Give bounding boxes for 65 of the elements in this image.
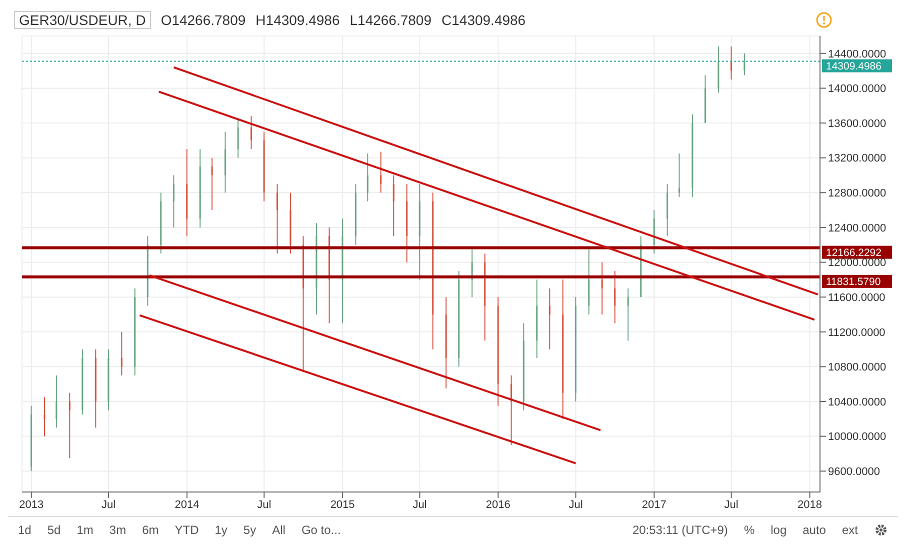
text: 1d (18, 523, 32, 537)
candlestick (730, 46, 732, 80)
candlestick (601, 262, 603, 315)
y-tick-label: 13600.0000 (828, 118, 886, 130)
ref-line-label: 12166.2292 (826, 246, 882, 259)
text: % (744, 523, 755, 537)
text: 1m (76, 523, 94, 537)
y-tick-label: 14000.0000 (828, 83, 886, 96)
x-tick-label: 2013 (19, 498, 44, 511)
text: YTD (174, 523, 199, 537)
candlestick (68, 392, 70, 459)
x-tick-label: 2017 (642, 498, 666, 511)
text: L14266.7809 (350, 12, 432, 28)
candlestick (380, 151, 382, 194)
x-tick-label: Jul (102, 498, 116, 511)
y-tick-label: 11200.0000 (828, 326, 886, 339)
text: O14266.7809 (160, 12, 246, 28)
text: 6m (142, 523, 159, 537)
candlestick (614, 270, 616, 324)
text: 20:53:11 (UTC+9) (632, 523, 728, 537)
candlestick (56, 374, 58, 428)
y-tick-label: 12800.0000 (828, 188, 886, 200)
text: ext (842, 523, 858, 537)
x-tick-label: 2018 (798, 498, 822, 511)
candlestick (44, 396, 46, 437)
candlestick (276, 183, 278, 254)
candlestick (120, 331, 122, 376)
text: 5d (47, 523, 61, 537)
y-tick-label: 10000.0000 (828, 431, 886, 444)
text: All (272, 523, 286, 537)
ref-line-label: 11831.5790 (826, 276, 881, 288)
x-tick-label: Jul (257, 498, 272, 511)
text: auto (802, 523, 826, 537)
candlestick (392, 174, 394, 237)
y-tick-label: 10800.0000 (828, 362, 886, 374)
candlestick (627, 288, 629, 342)
y-tick-label: 9600.0000 (828, 466, 880, 478)
ref-line-label: 14309.4986 (826, 60, 882, 72)
candlestick (548, 288, 550, 350)
x-tick-label: 2015 (330, 498, 355, 511)
candlestick (744, 52, 746, 76)
text: 5y (243, 523, 256, 537)
candlestick (211, 157, 213, 211)
candlestick (250, 116, 252, 150)
y-tick-label: 12400.0000 (828, 222, 886, 234)
x-tick-label: Jul (568, 498, 583, 511)
y-tick-label: 10400.0000 (828, 396, 886, 408)
candlestick (237, 118, 239, 158)
x-tick-label: 2014 (174, 498, 200, 511)
text: Go to... (301, 523, 341, 537)
x-tick-label: Jul (724, 498, 738, 511)
text: H14309.4986 (256, 12, 340, 28)
text: 1y (214, 523, 228, 537)
text: log (770, 523, 787, 537)
candlestick (366, 152, 368, 202)
y-tick-label: 12000.0000 (828, 257, 886, 270)
y-tick-label: 13200.0000 (828, 152, 886, 165)
candlestick (172, 174, 174, 228)
text: C14309.4986 (442, 12, 526, 28)
x-tick-label: 2016 (486, 498, 510, 511)
chart-title: GER30/USDEUR, D (14, 11, 151, 29)
y-tick-label: 11600.0000 (828, 292, 886, 304)
text: 3m (109, 523, 126, 537)
x-tick-label: Jul (412, 498, 427, 511)
y-tick-label: 14400.0000 (828, 48, 886, 60)
